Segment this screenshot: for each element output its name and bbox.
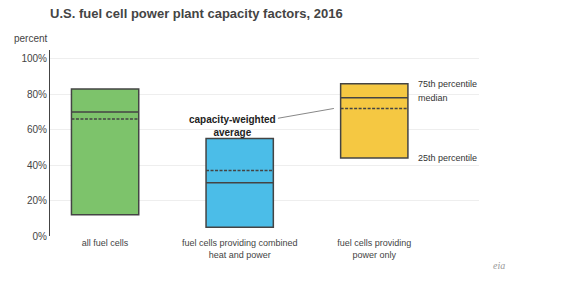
svg-text:eia: eia — [493, 260, 505, 271]
svg-text:20%: 20% — [27, 195, 47, 206]
svg-text:100%: 100% — [21, 53, 47, 64]
svg-text:fuel cells providingpower only: fuel cells providingpower only — [337, 238, 411, 260]
svg-text:25th percentile: 25th percentile — [418, 153, 477, 163]
svg-text:fuel cells providing combinedh: fuel cells providing combinedheat and po… — [182, 238, 298, 260]
svg-text:80%: 80% — [27, 89, 47, 100]
svg-text:U.S. fuel cell power plant cap: U.S. fuel cell power plant capacity fact… — [50, 6, 343, 21]
svg-text:60%: 60% — [27, 124, 47, 135]
svg-text:capacity-weightedaverage: capacity-weightedaverage — [189, 114, 276, 138]
svg-text:all fuel cells: all fuel cells — [82, 238, 129, 248]
svg-text:40%: 40% — [27, 160, 47, 171]
svg-text:percent: percent — [14, 33, 48, 44]
svg-text:75th percentile: 75th percentile — [418, 79, 477, 89]
svg-text:median: median — [418, 93, 448, 103]
svg-text:0%: 0% — [33, 231, 48, 242]
